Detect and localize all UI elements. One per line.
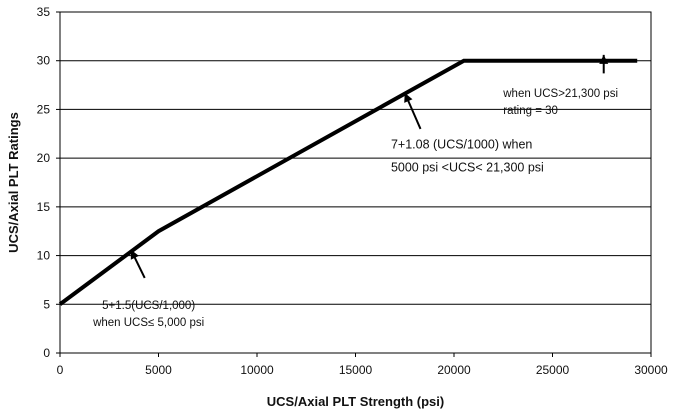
x-tick-label: 20000: [437, 363, 471, 377]
y-axis: 0 5 10 15 20 25 30 35: [37, 5, 60, 360]
y-tick-label: 35: [37, 5, 51, 19]
annotation-text: when UCS>21,300 psi: [502, 88, 618, 100]
y-tick-label: 0: [43, 346, 50, 360]
annotation-text: 5000 psi <UCS< 21,300 psi: [391, 160, 544, 174]
series-group: [58, 58, 638, 306]
x-tick-label: 25000: [536, 363, 570, 377]
annotation-text: 7+1.08 (UCS/1000) when: [391, 137, 532, 151]
x-tick-label: 15000: [339, 363, 373, 377]
y-tick-label: 20: [37, 151, 51, 165]
annotation-text: rating = 30: [503, 105, 558, 117]
annotation-text: 5+1.5(UCS/1,000): [102, 300, 195, 312]
annotation-arrow-head: [599, 54, 609, 64]
annotation-arrow-head: [404, 92, 413, 103]
annotation-arrow-head: [130, 249, 139, 260]
gridlines: [60, 60, 651, 305]
x-tick-label: 0: [57, 363, 64, 377]
series-line: [58, 58, 638, 306]
x-axis-label: UCS/Axial PLT Strength (psi): [267, 394, 444, 409]
y-tick-label: 15: [37, 200, 51, 214]
y-tick-label: 30: [37, 54, 51, 68]
annotations: 5+1.5(UCS/1,000) when UCS≤ 5,000 psi 7+1.0…: [92, 54, 618, 329]
x-tick-label: 30000: [634, 363, 668, 377]
y-tick-label: 5: [43, 297, 50, 311]
y-tick-label: 25: [37, 102, 51, 116]
y-axis-label: UCS/Axial PLT Ratings: [6, 112, 21, 253]
x-tick-label: 10000: [240, 363, 274, 377]
x-axis: 0 5000 10000 15000 20000 25000 30000: [57, 353, 668, 377]
annotation-text: when UCS≤ 5,000 psi: [92, 317, 204, 329]
y-tick-label: 10: [37, 249, 51, 263]
x-tick-label: 5000: [145, 363, 172, 377]
